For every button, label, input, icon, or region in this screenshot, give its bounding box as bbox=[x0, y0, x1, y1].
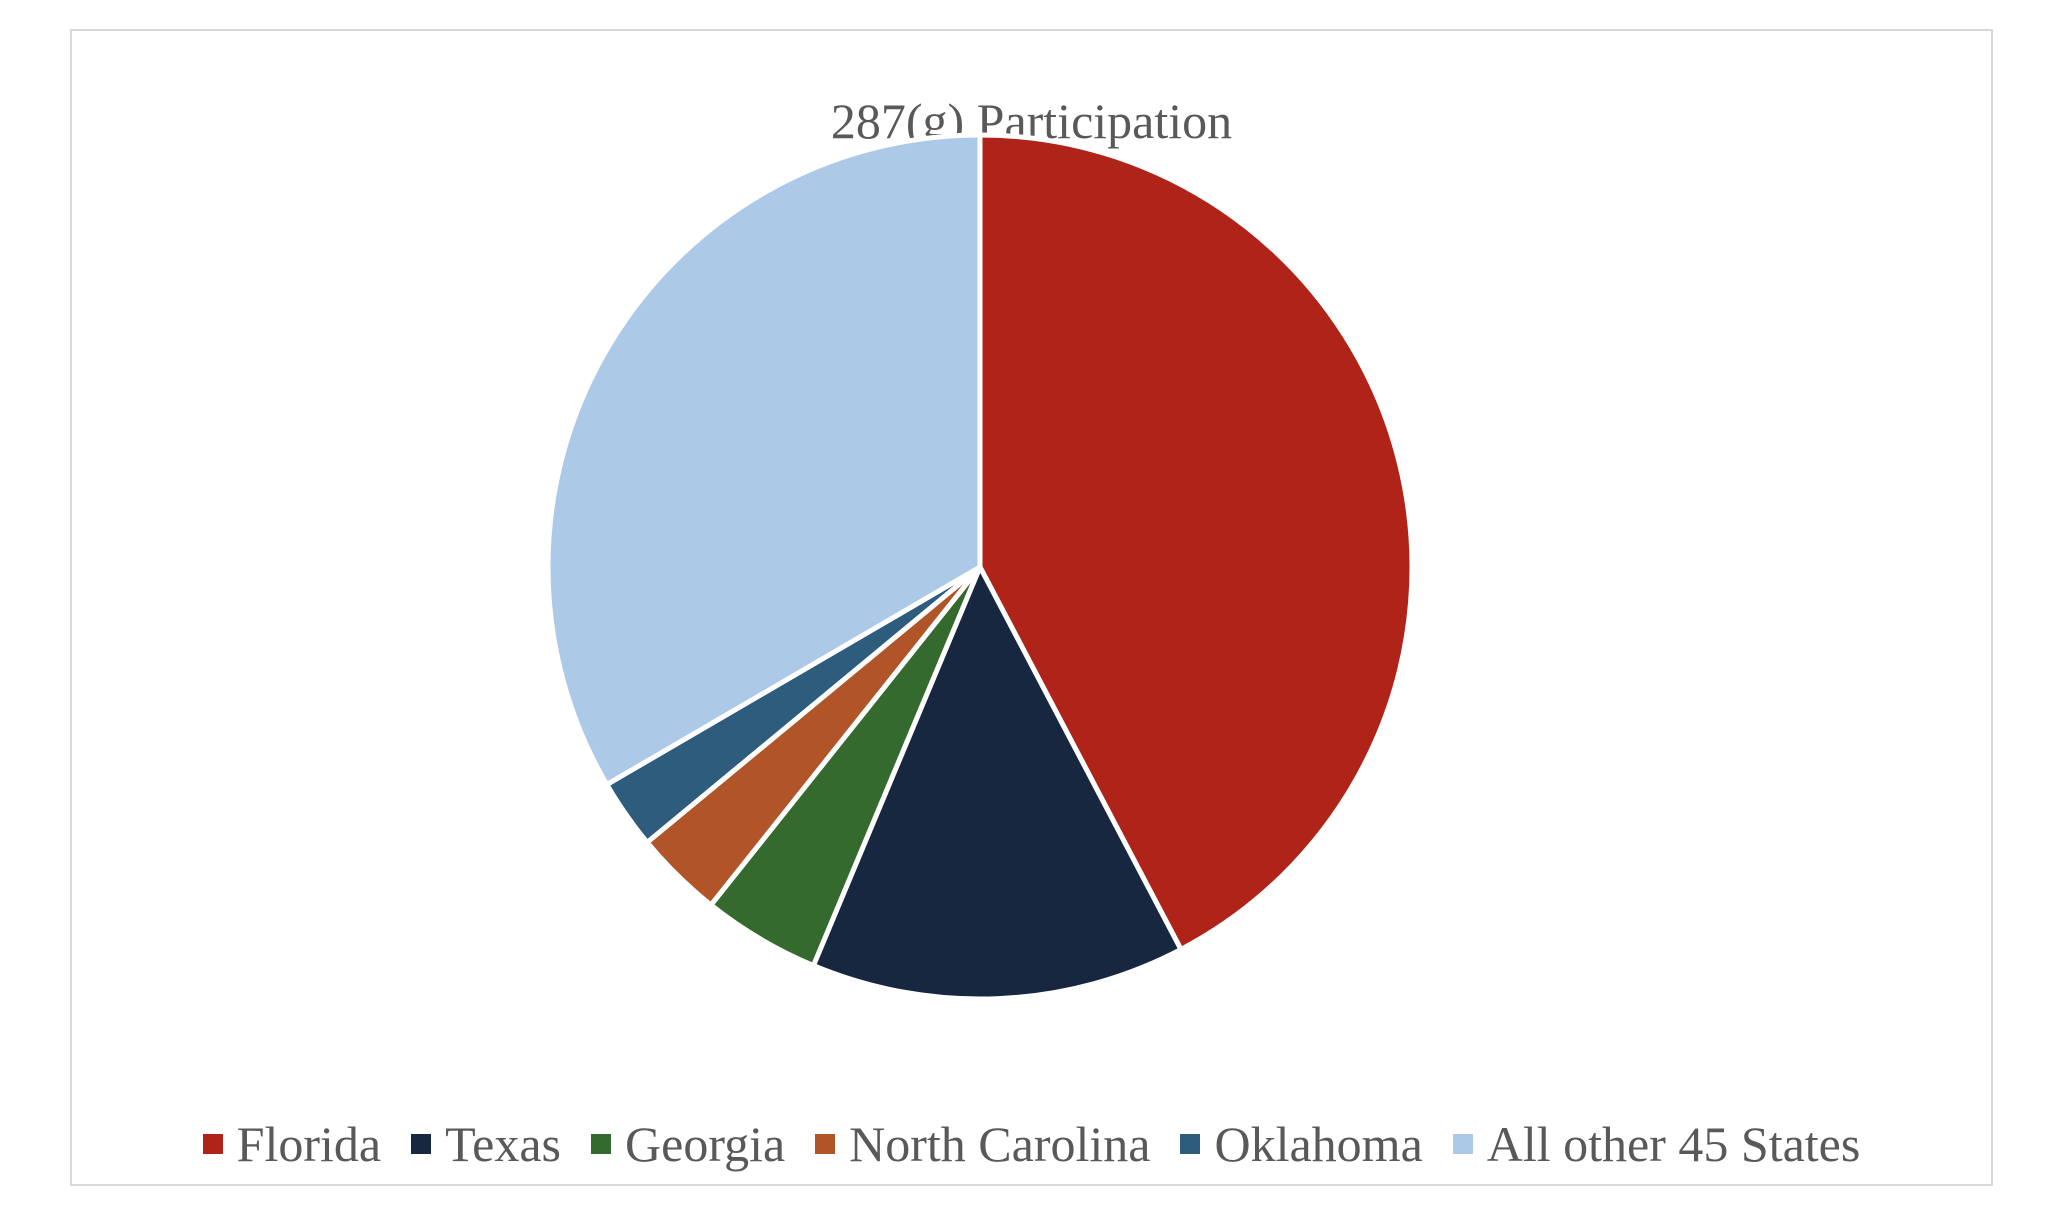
chart-legend: Florida Texas Georgia North Carolina Oklahom… bbox=[72, 1119, 1991, 1169]
legend-label-oklahoma: Oklahoma bbox=[1214, 1116, 1423, 1172]
legend-swatch-all-other-45-states bbox=[1452, 1134, 1473, 1154]
pie-slice-all-other-45-states bbox=[545, 132, 983, 788]
legend-item-texas: Texas bbox=[411, 1119, 561, 1169]
legend-swatch-north-carolina bbox=[815, 1134, 836, 1154]
legend-swatch-florida bbox=[202, 1134, 223, 1154]
legend-label-florida: Florida bbox=[236, 1116, 382, 1172]
pie-slice-texas bbox=[810, 564, 1184, 1002]
legend-item-oklahoma: Oklahoma bbox=[1180, 1116, 1423, 1172]
legend-item-florida: Florida bbox=[202, 1116, 382, 1172]
legend-label-texas: Texas bbox=[445, 1116, 562, 1172]
legend-swatch-oklahoma bbox=[1180, 1134, 1201, 1154]
legend-label-all-other-45-states: All other 45 States bbox=[1486, 1116, 1861, 1172]
legend-swatch-texas bbox=[411, 1134, 432, 1154]
chart-frame: 287(g) Participation Florida Texas Georgia… bbox=[70, 29, 1993, 1186]
legend-label-north-carolina: North Carolina bbox=[849, 1116, 1151, 1172]
legend-item-all-other-45-states: All other 45 States bbox=[1452, 1116, 1861, 1172]
legend-item-georgia: Georgia bbox=[591, 1119, 785, 1169]
pie-chart bbox=[545, 132, 1415, 1002]
pie-slices bbox=[545, 132, 1415, 1002]
legend-item-north-carolina: North Carolina bbox=[815, 1119, 1150, 1169]
pie-slice-florida bbox=[977, 132, 1415, 952]
legend-label-georgia: Georgia bbox=[625, 1116, 786, 1172]
legend-swatch-georgia bbox=[591, 1134, 612, 1154]
